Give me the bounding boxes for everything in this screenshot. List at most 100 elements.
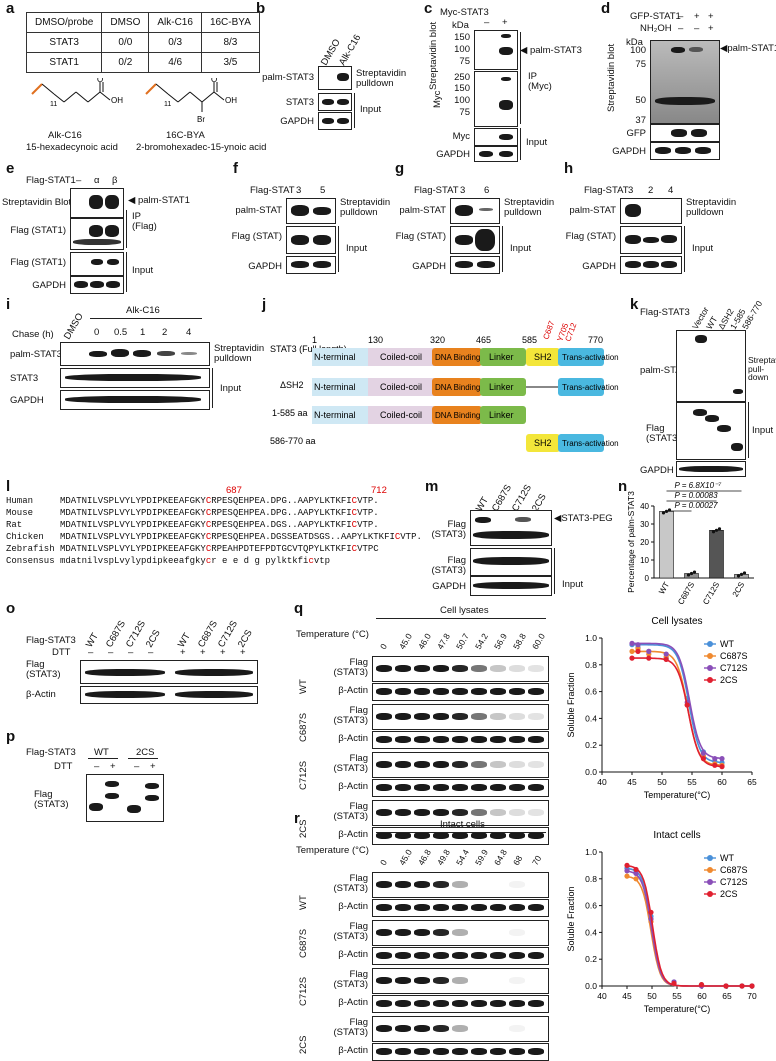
j-site: C687 bbox=[541, 319, 556, 341]
q-band bbox=[414, 761, 430, 768]
chem-o: O bbox=[97, 78, 103, 84]
n-point bbox=[736, 574, 741, 578]
melt-title: Cell lysates bbox=[651, 616, 702, 627]
panel-label-k: k bbox=[630, 296, 639, 313]
d-top1: GFP-STAT1 bbox=[630, 11, 681, 22]
j-domain-nterm bbox=[312, 348, 372, 366]
blot-g-flag bbox=[450, 226, 500, 254]
panel-label-c: c bbox=[424, 0, 433, 17]
r-group-label: C712S bbox=[298, 976, 309, 1006]
q-band bbox=[471, 761, 487, 768]
r-band bbox=[452, 929, 468, 936]
b-row-label: palm-STAT3 bbox=[262, 72, 314, 83]
p-group: 2CS bbox=[136, 747, 155, 758]
melt-point-2cs bbox=[646, 655, 652, 661]
melt-ytick-label: 0.0 bbox=[585, 981, 597, 991]
c-arrow-label: ◀ palm-STAT3 bbox=[520, 45, 582, 56]
q-band bbox=[490, 761, 506, 768]
n-point bbox=[661, 511, 666, 515]
blot-r-2cs-actin bbox=[372, 1043, 549, 1061]
k-top: Flag-STAT3 bbox=[640, 307, 690, 318]
panel-label-j: j bbox=[262, 296, 267, 313]
j-domain-coil bbox=[368, 348, 434, 366]
k-row-label: GAPDH bbox=[640, 465, 674, 476]
align-row: Consensus mdatnilvspLvylypdipkeeafgkycr e… bbox=[6, 556, 331, 566]
blot-f-palm bbox=[286, 198, 336, 224]
d-ladder: 50 bbox=[635, 95, 646, 106]
g-col: 3 bbox=[460, 185, 466, 196]
legend-label: 2CS bbox=[720, 675, 738, 685]
blot-k-gapdh bbox=[676, 461, 746, 477]
melt-xlabel: Temperature(°C) bbox=[644, 1004, 711, 1014]
melt-point-c712s bbox=[635, 642, 641, 648]
r-band bbox=[414, 1000, 430, 1007]
blot-c-strep bbox=[474, 30, 518, 70]
q-band bbox=[490, 736, 506, 743]
d-sign: + bbox=[694, 11, 700, 22]
blot-b-stat3 bbox=[318, 93, 352, 111]
q-row-label: β-Actin bbox=[338, 685, 368, 696]
n-ytick-label: 20 bbox=[640, 538, 649, 547]
melt-xtick-label: 45 bbox=[622, 991, 632, 1001]
blot-h-palm bbox=[620, 198, 682, 224]
panel-label-q: q bbox=[294, 600, 304, 617]
j-domain-trans bbox=[558, 348, 604, 366]
blot-m-gapdh bbox=[470, 576, 552, 596]
r-band bbox=[395, 952, 411, 959]
q-band bbox=[376, 665, 392, 672]
melt-point-c687s bbox=[633, 876, 639, 882]
q-temp: 45.0 bbox=[397, 631, 414, 651]
blot-e-strep bbox=[70, 188, 124, 218]
c-sign: – bbox=[484, 17, 490, 28]
r-band bbox=[471, 1000, 487, 1007]
g-top: Flag-STAT bbox=[414, 185, 459, 196]
c-ladder: 75 bbox=[459, 56, 470, 67]
r-band bbox=[509, 1048, 525, 1055]
q-band bbox=[433, 713, 449, 720]
d-row-label: GAPDH bbox=[612, 146, 646, 157]
blot-c-myc bbox=[474, 71, 518, 127]
r-band bbox=[490, 904, 506, 911]
melt-point-c712s bbox=[629, 640, 635, 646]
q-band bbox=[376, 713, 392, 720]
blot-m-peg bbox=[470, 510, 552, 546]
o-sign: – bbox=[108, 647, 114, 658]
blot-g-palm bbox=[450, 198, 500, 224]
r-row-label: Flag (STAT3) bbox=[333, 873, 368, 894]
r-row-label: Flag (STAT3) bbox=[333, 921, 368, 942]
melt-point-c687s bbox=[629, 648, 635, 654]
n-point bbox=[742, 571, 747, 575]
h-col: 4 bbox=[668, 185, 674, 196]
r-band bbox=[509, 881, 525, 888]
chem-oh: OH bbox=[225, 96, 237, 105]
melt-xtick-label: 50 bbox=[657, 777, 667, 787]
chem2-label: 16C-BYA bbox=[166, 130, 205, 141]
n-point bbox=[714, 528, 719, 532]
r-temp: 45.0 bbox=[397, 847, 414, 867]
legend-label: C712S bbox=[720, 663, 748, 673]
melt-curve-2cs bbox=[626, 865, 752, 987]
j-num: 770 bbox=[588, 335, 603, 345]
o-col: C687S bbox=[104, 618, 129, 650]
m-arrow-label: ◀STAT3-PEG bbox=[554, 513, 613, 524]
o-sign: – bbox=[88, 647, 94, 658]
blot-k-palm bbox=[676, 330, 746, 402]
blot-o-flag bbox=[80, 660, 258, 684]
panel-label-o: o bbox=[6, 600, 16, 617]
r-band bbox=[433, 1025, 449, 1032]
q-band bbox=[452, 688, 468, 695]
o-sign: + bbox=[200, 647, 206, 658]
blot-q-2cs-flag bbox=[372, 800, 549, 826]
blot-r-c687s-flag bbox=[372, 920, 549, 946]
svg-text:Linker: Linker bbox=[489, 410, 514, 420]
f-col: 5 bbox=[320, 185, 326, 196]
i-col: 0.5 bbox=[114, 327, 128, 338]
n-point bbox=[739, 572, 744, 576]
q-band bbox=[452, 665, 468, 672]
q-band bbox=[509, 665, 525, 672]
r-band bbox=[509, 904, 525, 911]
i-col: 4 bbox=[186, 327, 192, 338]
melt-point-2cs bbox=[684, 702, 690, 708]
melt-point-c712s bbox=[712, 756, 718, 762]
n-ytick-label: 40 bbox=[640, 502, 649, 511]
